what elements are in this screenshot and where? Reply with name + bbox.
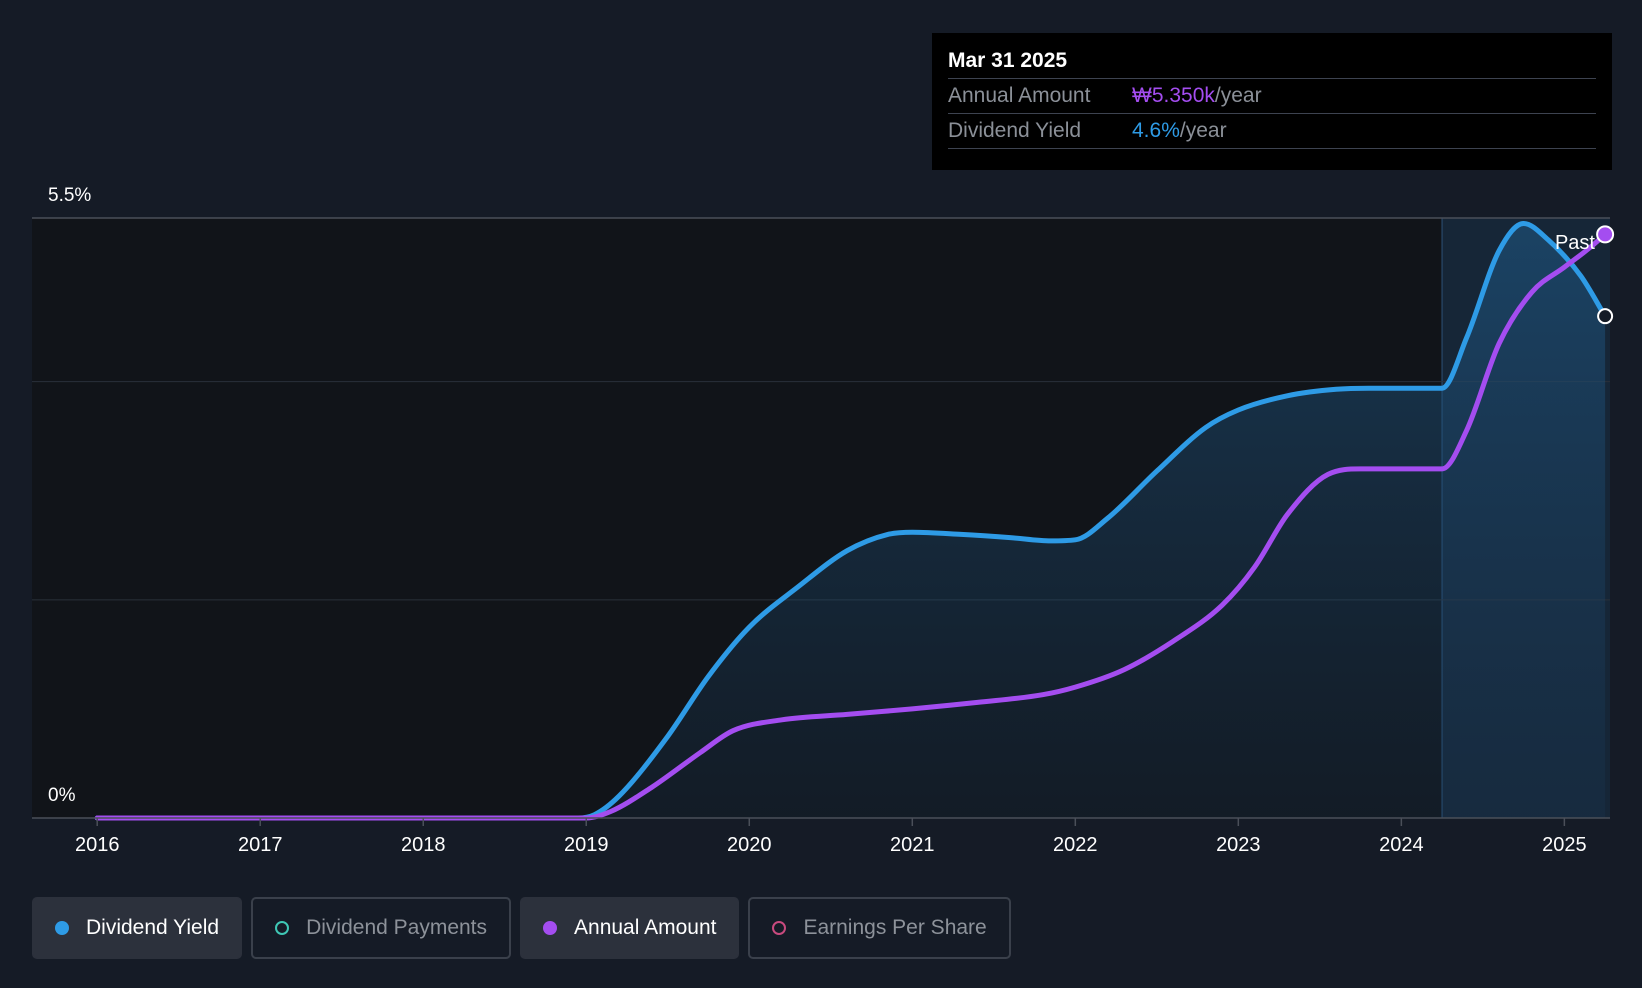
x-tick-label: 2024: [1379, 834, 1424, 856]
tooltip-panel: Mar 31 2025 Annual Amount ₩5.350k /year …: [932, 33, 1612, 170]
dividend-yield-end-marker[interactable]: [1597, 308, 1614, 325]
tooltip-annual-amount-label: Annual Amount: [948, 84, 1091, 107]
dividend-yield-area: [97, 223, 1606, 818]
x-tick-label: 2021: [890, 834, 935, 856]
tooltip-annual-amount-row: Annual Amount ₩5.350k /year: [948, 79, 1596, 114]
x-tick-label: 2023: [1216, 834, 1261, 856]
x-tick-label: 2017: [238, 834, 283, 856]
legend-earnings-per-share-dot-icon: [772, 921, 787, 935]
tooltip-dividend-yield-row: Dividend Yield 4.6% /year: [948, 114, 1596, 149]
x-tick-label: 2018: [401, 834, 446, 856]
legend-dividend-payments-dot-icon: [275, 921, 290, 935]
legend-annual-amount-dot-icon: [543, 921, 558, 935]
legend-dividend-yield[interactable]: Dividend Yield: [32, 897, 243, 959]
legend-dividend-payments-label: Dividend Payments: [306, 916, 488, 939]
tooltip-date: Mar 31 2025: [948, 46, 1596, 79]
tooltip-annual-amount-value: ₩5.350k: [1132, 84, 1215, 107]
annual-amount-end-marker[interactable]: [1596, 225, 1615, 244]
x-tick-label: 2019: [564, 834, 609, 856]
tooltip-dividend-yield-unit: /year: [1179, 119, 1227, 142]
x-tick-label: 2016: [75, 834, 120, 856]
legend-annual-amount-label: Annual Amount: [574, 916, 717, 939]
chart-legend: Dividend Yield Dividend Payments Annual …: [32, 897, 1020, 959]
tooltip-annual-amount-unit: /year: [1214, 84, 1262, 107]
past-label: Past: [1555, 232, 1595, 254]
x-tick-label: 2022: [1053, 834, 1098, 856]
x-tick-label: 2025: [1542, 834, 1587, 856]
legend-dividend-payments[interactable]: Dividend Payments: [251, 897, 512, 959]
tooltip-dividend-yield-label: Dividend Yield: [948, 119, 1082, 142]
legend-dividend-yield-label: Dividend Yield: [86, 916, 220, 939]
x-tick-label: 2020: [727, 834, 772, 856]
x-axis-ticks: 2016 2017 2018 2019 2020 2021 2022 2023 2024 2025: [75, 818, 1587, 856]
y-tick-label-min: 0%: [48, 785, 76, 806]
legend-annual-amount[interactable]: Annual Amount: [520, 897, 740, 959]
dividend-chart: 2016 2017 2018 2019 2020 2021 2022 2023 2024 2025…: [32, 185, 1615, 856]
tooltip-dividend-yield-value: 4.6%: [1132, 119, 1180, 142]
annual-amount-line: [94, 231, 1608, 821]
legend-earnings-per-share[interactable]: Earnings Per Share: [748, 897, 1011, 959]
legend-earnings-per-share-label: Earnings Per Share: [803, 916, 987, 939]
legend-dividend-yield-dot-icon: [55, 921, 69, 935]
y-tick-label-max: 5.5%: [48, 185, 91, 206]
